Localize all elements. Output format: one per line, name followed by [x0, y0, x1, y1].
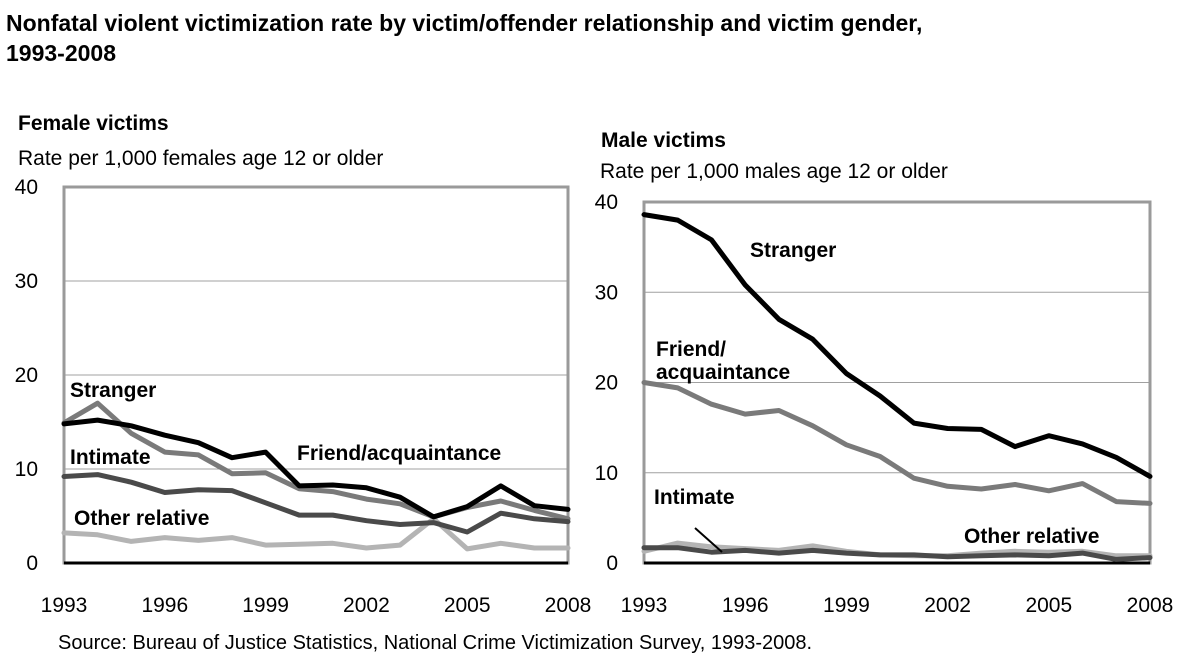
source-note: Source: Bureau of Justice Statistics, Na… — [58, 632, 813, 654]
male-series-label-intimate: Intimate — [654, 486, 735, 509]
female-y-tick-label: 0 — [26, 552, 38, 575]
male-panel-title: Male victims — [601, 129, 726, 152]
female-series-label-friend-acquaintance: Friend/acquaintance — [297, 442, 501, 465]
female-series-friend-acquaintance-line — [61, 400, 571, 522]
female-x-tick-label: 2005 — [444, 594, 491, 617]
male-series-label-stranger: Stranger — [750, 239, 836, 262]
male-x-tick-label: 1996 — [722, 594, 769, 617]
chart-title: Nonfatal violent victimization rate by v… — [6, 8, 1156, 68]
female-series-label-stranger: Stranger — [70, 379, 156, 402]
female-y-tick-label: 20 — [15, 364, 38, 387]
female-series-label-intimate: Intimate — [70, 446, 151, 469]
male-y-tick-label: 0 — [606, 552, 618, 575]
male-series-label-friend-acquaintance: Friend/acquaintance — [656, 338, 790, 384]
male-x-tick-label: 1993 — [621, 594, 668, 617]
female-y-tick-label: 30 — [15, 270, 38, 293]
female-y-tick-label: 40 — [15, 176, 38, 199]
female-series-stranger-line — [61, 417, 571, 520]
male-series-stranger-line — [641, 212, 1153, 479]
male-series-friend-acquaintance-line — [641, 380, 1153, 506]
male-series-label-other-relative: Other relative — [964, 525, 1099, 548]
male-y-tick-label: 20 — [595, 372, 618, 395]
male-x-tick-label: 2008 — [1127, 594, 1174, 617]
male-x-tick-label: 2005 — [1025, 594, 1072, 617]
female-series-intimate-line — [61, 472, 571, 535]
female-series-other-relative-line — [61, 516, 571, 552]
male-y-axis-label: Rate per 1,000 males age 12 or older — [600, 160, 948, 183]
female-y-tick-label: 10 — [15, 458, 38, 481]
female-panel-title: Female victims — [18, 112, 169, 135]
male-x-tick-label: 2002 — [924, 594, 971, 617]
female-x-tick-label: 2008 — [545, 594, 592, 617]
female-series-label-other-relative: Other relative — [74, 507, 209, 530]
male-y-tick-label: 30 — [595, 281, 618, 304]
female-y-axis-label: Rate per 1,000 females age 12 or older — [18, 147, 384, 170]
chart-title-line2: 1993-2008 — [6, 40, 116, 66]
female-x-tick-label: 2002 — [343, 594, 390, 617]
female-x-tick-label: 1993 — [41, 594, 88, 617]
male-series-intimate-line — [641, 545, 1153, 562]
chart-title-line1: Nonfatal violent victimization rate by v… — [6, 10, 923, 36]
female-x-tick-label: 1996 — [141, 594, 188, 617]
male-x-tick-label: 1999 — [823, 594, 870, 617]
male-intimate-pointer-line — [694, 527, 723, 553]
male-y-tick-label: 40 — [595, 191, 618, 214]
female-x-tick-label: 1999 — [242, 594, 289, 617]
male-y-tick-label: 10 — [595, 462, 618, 485]
